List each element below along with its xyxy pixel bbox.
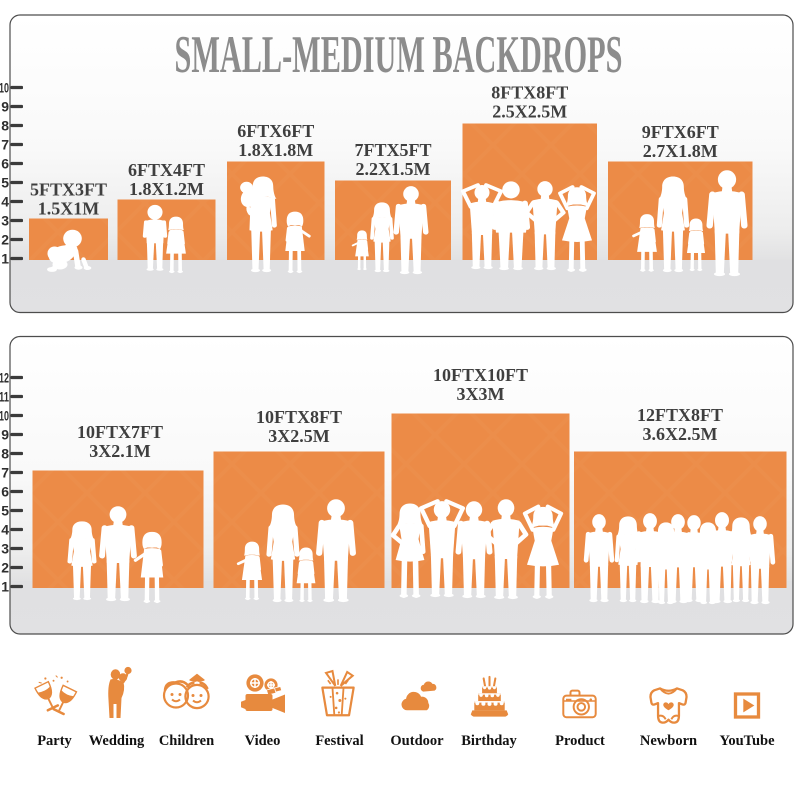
svg-text:6FTX4FT: 6FTX4FT xyxy=(128,160,205,180)
svg-text:1.8X1.2M: 1.8X1.2M xyxy=(129,179,204,199)
svg-text:8: 8 xyxy=(1,446,9,462)
svg-text:11: 11 xyxy=(0,389,9,405)
svg-text:7: 7 xyxy=(1,137,9,153)
svg-text:Party: Party xyxy=(37,733,72,749)
svg-text:3X3M: 3X3M xyxy=(457,384,505,404)
svg-text:7FTX5FT: 7FTX5FT xyxy=(354,140,431,160)
svg-text:Wedding: Wedding xyxy=(89,733,145,749)
svg-text:Children: Children xyxy=(159,733,214,749)
svg-text:8: 8 xyxy=(1,118,9,134)
svg-text:2.5X2.5M: 2.5X2.5M xyxy=(492,102,567,122)
svg-text:SMALL-MEDIUM BACKDROPS: SMALL-MEDIUM BACKDROPS xyxy=(175,26,623,84)
svg-text:Festival: Festival xyxy=(315,733,363,749)
svg-text:5FTX3FT: 5FTX3FT xyxy=(30,180,107,200)
svg-text:Newborn: Newborn xyxy=(640,733,697,749)
svg-text:9: 9 xyxy=(1,99,9,115)
svg-text:6FTX6FT: 6FTX6FT xyxy=(237,121,314,141)
svg-text:Outdoor: Outdoor xyxy=(390,733,444,749)
svg-text:10FTX8FT: 10FTX8FT xyxy=(256,407,342,427)
svg-text:10FTX7FT: 10FTX7FT xyxy=(77,422,163,442)
svg-text:Birthday: Birthday xyxy=(461,733,517,749)
svg-text:1.5X1M: 1.5X1M xyxy=(38,199,100,219)
svg-text:6: 6 xyxy=(1,484,9,500)
svg-text:7: 7 xyxy=(1,465,9,481)
svg-text:2: 2 xyxy=(1,232,9,248)
svg-text:12: 12 xyxy=(0,370,9,386)
svg-text:12FTX8FT: 12FTX8FT xyxy=(637,405,723,425)
svg-text:3: 3 xyxy=(1,213,9,229)
svg-text:10FTX10FT: 10FTX10FT xyxy=(433,365,528,385)
svg-text:1: 1 xyxy=(1,251,9,267)
svg-text:YouTube: YouTube xyxy=(719,733,775,749)
svg-text:8FTX8FT: 8FTX8FT xyxy=(491,83,568,103)
svg-text:5: 5 xyxy=(1,175,9,191)
svg-text:9: 9 xyxy=(1,427,9,443)
svg-text:2: 2 xyxy=(1,560,9,576)
svg-text:1: 1 xyxy=(1,579,9,595)
svg-text:10: 10 xyxy=(0,408,9,424)
svg-text:2.2X1.5M: 2.2X1.5M xyxy=(356,159,431,179)
svg-text:1.8X1.8M: 1.8X1.8M xyxy=(238,140,313,160)
svg-text:2.7X1.8M: 2.7X1.8M xyxy=(643,141,718,161)
svg-text:Product: Product xyxy=(555,733,605,749)
svg-text:6: 6 xyxy=(1,156,9,172)
svg-text:10: 10 xyxy=(0,80,9,96)
svg-text:3X2.5M: 3X2.5M xyxy=(268,426,330,446)
svg-text:4: 4 xyxy=(1,522,9,538)
svg-text:3: 3 xyxy=(1,541,9,557)
svg-text:Video: Video xyxy=(245,733,281,749)
svg-text:4: 4 xyxy=(1,194,9,210)
svg-text:3X2.1M: 3X2.1M xyxy=(89,441,151,461)
svg-text:5: 5 xyxy=(1,503,9,519)
svg-text:9FTX6FT: 9FTX6FT xyxy=(642,122,719,142)
svg-text:3.6X2.5M: 3.6X2.5M xyxy=(643,424,718,444)
